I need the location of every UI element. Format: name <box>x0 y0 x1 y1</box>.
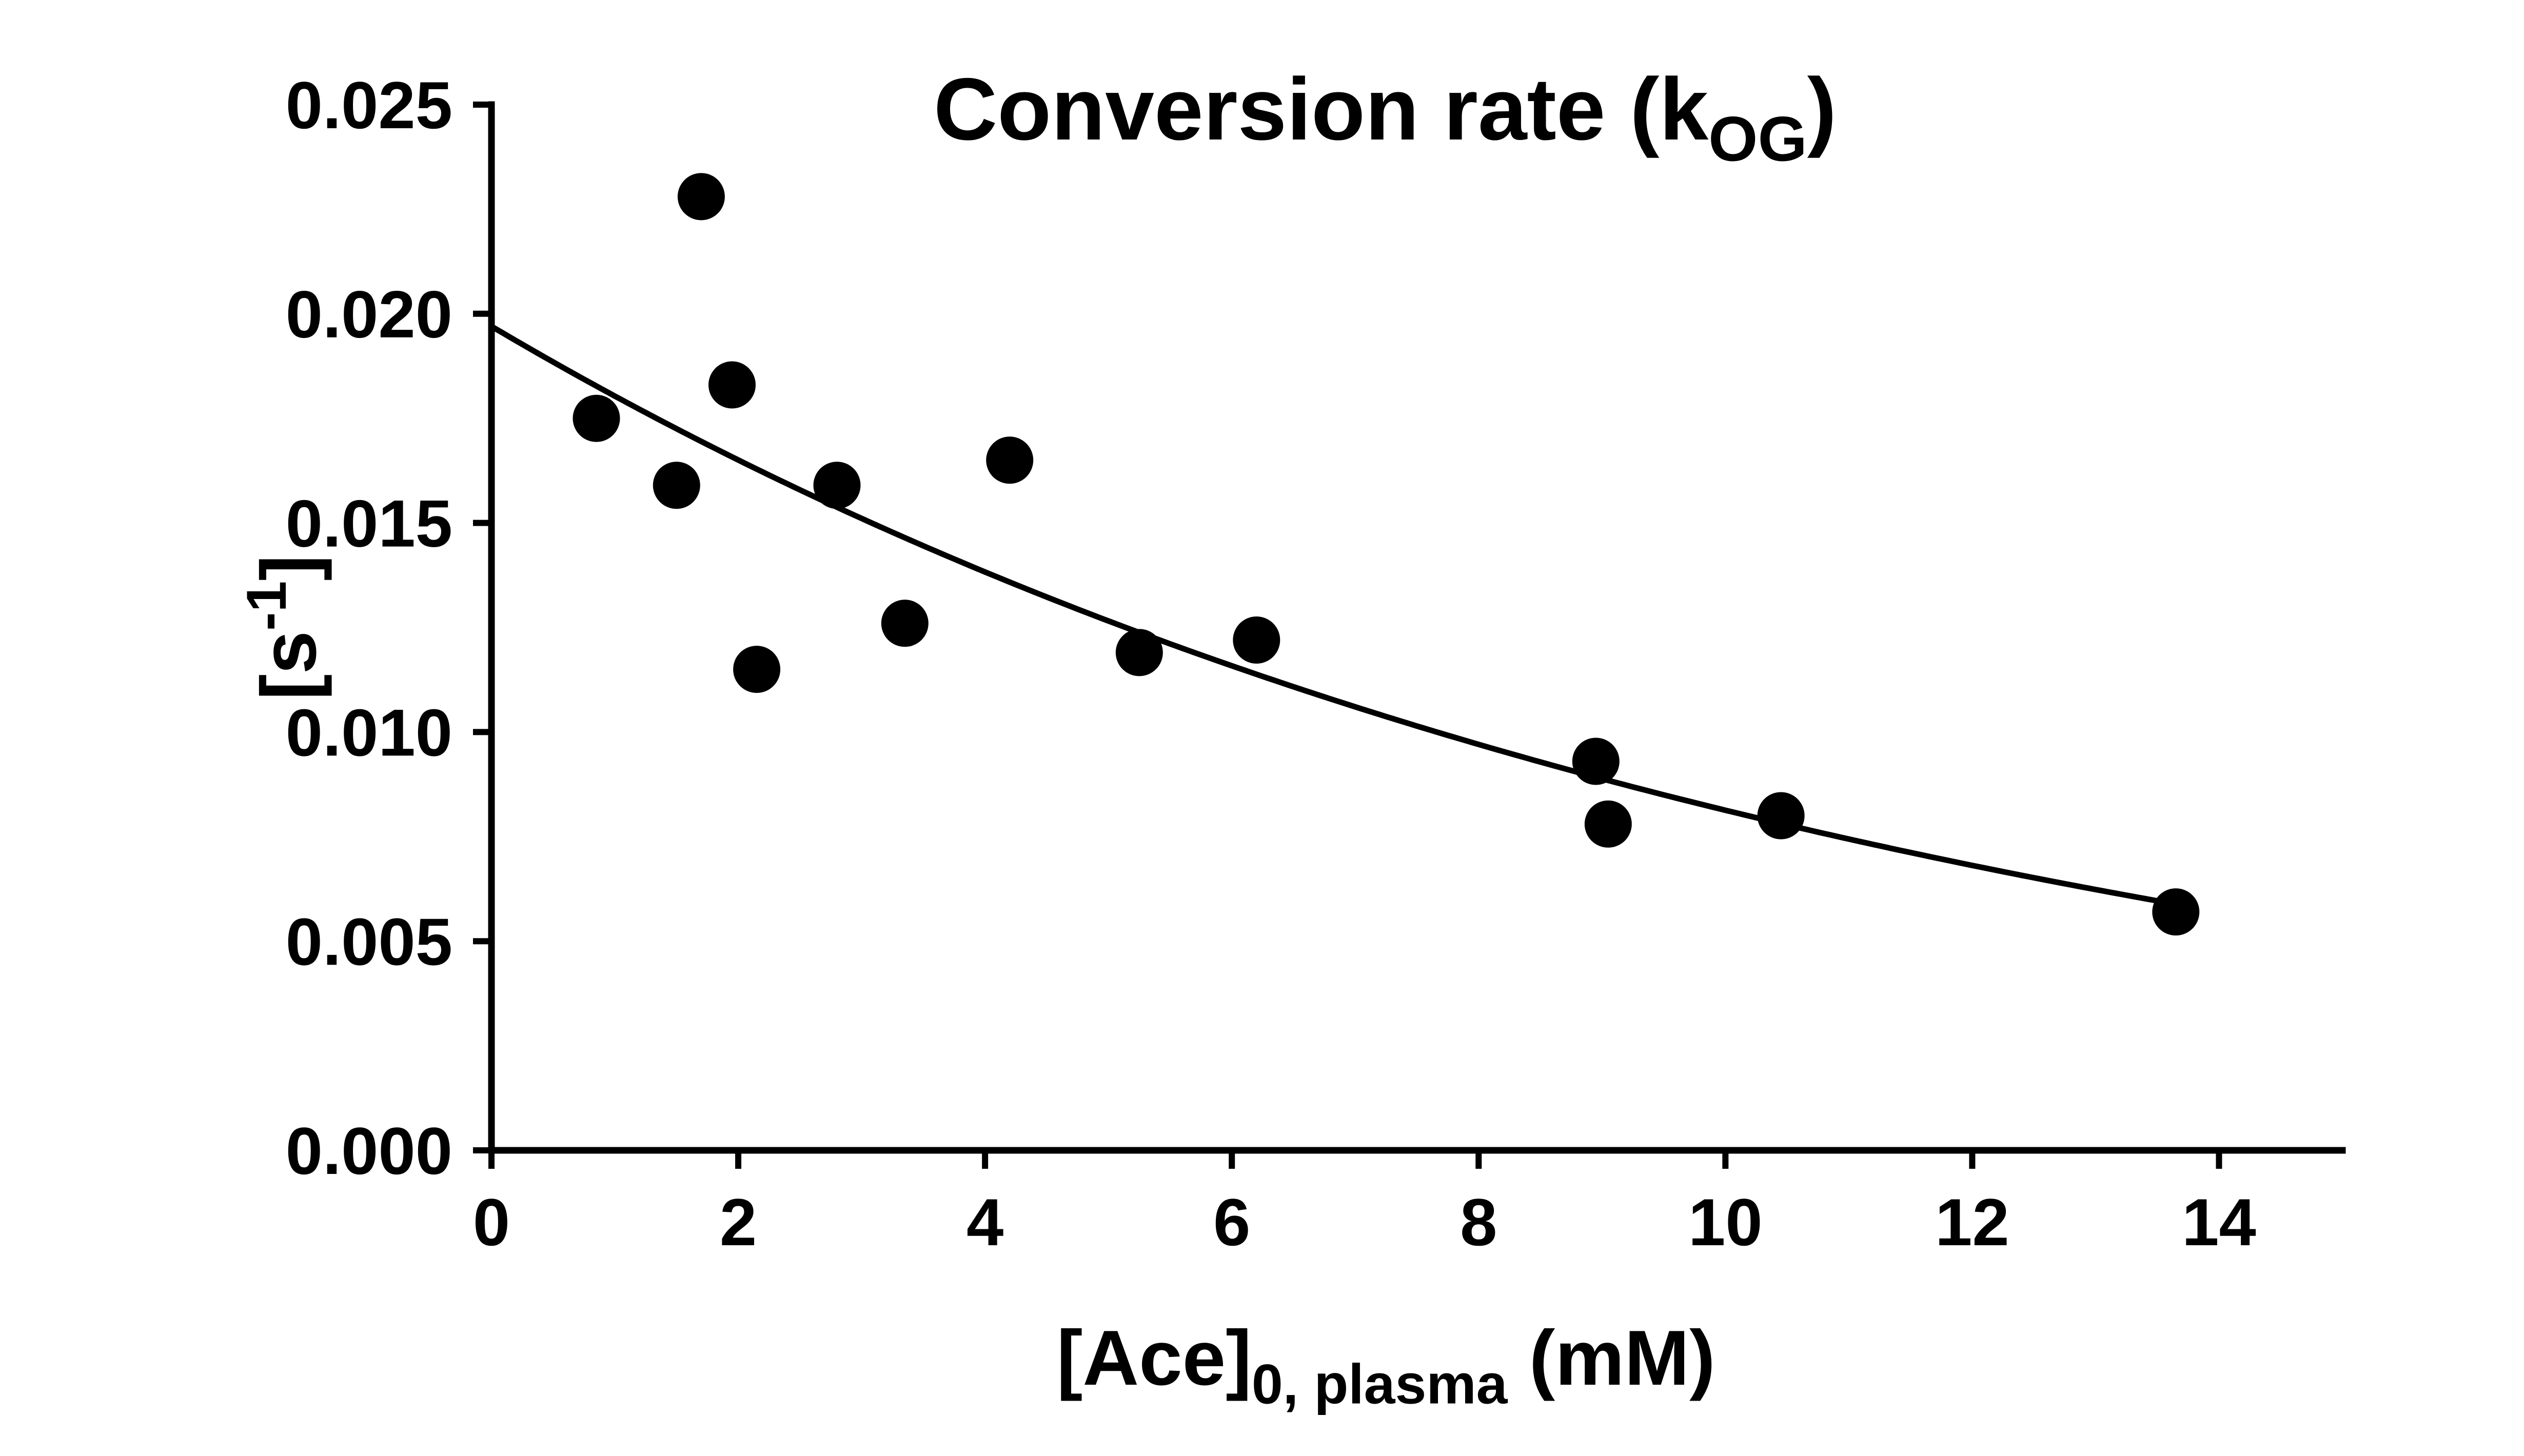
data-point <box>1233 616 1280 664</box>
data-point <box>708 361 756 409</box>
y-tick-label: 0.025 <box>286 68 452 143</box>
data-point <box>813 462 861 509</box>
y-tick-label: 0.020 <box>286 277 452 352</box>
y-axis-title: [s-1] <box>235 555 332 700</box>
x-tick-label: 14 <box>2182 1185 2256 1260</box>
y-tick-label: 0.015 <box>286 486 452 561</box>
data-point <box>1757 792 1805 840</box>
y-tick-label: 0.010 <box>286 695 452 770</box>
x-tick-label: 4 <box>967 1185 1003 1260</box>
x-tick-label: 8 <box>1460 1185 1497 1260</box>
data-point <box>986 436 1034 484</box>
data-point <box>733 646 781 693</box>
data-point <box>573 394 620 442</box>
chart-title: Conversion rate (kOG) <box>934 60 1837 174</box>
x-tick-label: 6 <box>1213 1185 1250 1260</box>
data-point <box>1115 629 1163 676</box>
data-point <box>1584 800 1632 848</box>
y-tick-label: 0.005 <box>286 904 452 979</box>
x-axis-title: [Ace]0, plasma (mM) <box>1057 1314 1715 1416</box>
y-tick-label: 0.000 <box>286 1113 452 1188</box>
x-tick-label: 10 <box>1688 1185 1763 1260</box>
x-tick-label: 0 <box>473 1185 510 1260</box>
axes-frame <box>488 101 2346 1154</box>
data-point <box>677 173 725 221</box>
data-point <box>653 462 700 509</box>
data-point <box>2152 888 2200 936</box>
x-tick-label: 2 <box>720 1185 757 1260</box>
data-point <box>881 600 929 647</box>
x-tick-label: 12 <box>1935 1185 2009 1260</box>
data-point <box>1572 737 1620 785</box>
fit-curve <box>488 323 2197 910</box>
